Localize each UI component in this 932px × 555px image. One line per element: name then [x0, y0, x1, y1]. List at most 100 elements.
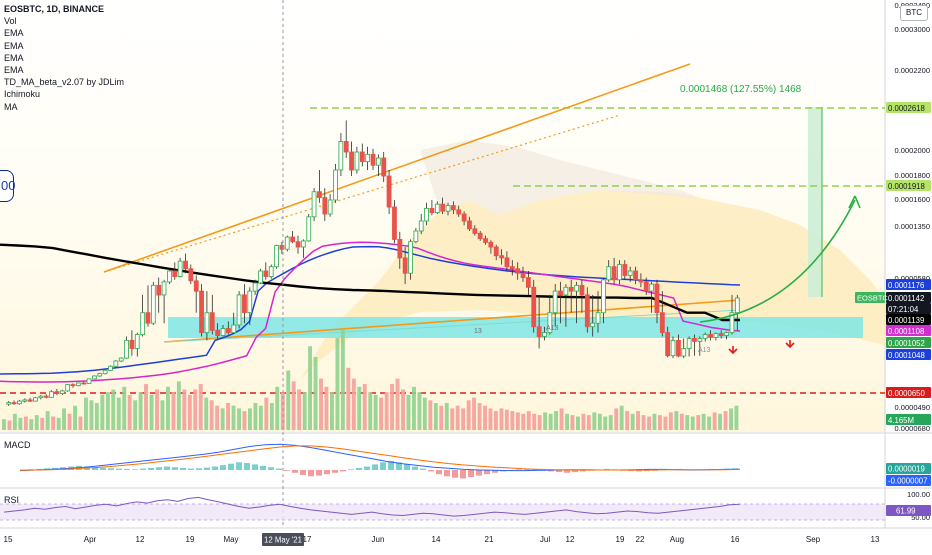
legend-ema-4[interactable]: EMA	[4, 65, 24, 76]
candle-95	[515, 262, 521, 280]
x-tick-label-16: 13	[871, 535, 880, 544]
candle-91	[493, 244, 499, 261]
candle-body-73	[397, 238, 403, 259]
macd-hist-bar-48	[404, 464, 410, 470]
macd-hist-bar-26	[228, 463, 234, 470]
candle-111	[601, 277, 606, 324]
legend-ema-3[interactable]: EMA	[4, 52, 24, 63]
volume-bar-124	[679, 413, 684, 430]
candle-60	[327, 194, 333, 217]
candle-107	[579, 279, 585, 313]
volume-bar-85	[466, 400, 471, 430]
candle-80	[434, 201, 440, 214]
price-tag-6: 0.0001108	[886, 325, 931, 336]
volume-bar-71	[390, 384, 394, 430]
candle-body-74	[402, 257, 408, 274]
candle-122	[659, 291, 665, 337]
macd-hist-bar-43	[364, 466, 370, 470]
volume-bar-8	[45, 411, 50, 430]
volume-bar-12	[67, 413, 72, 430]
candle-96	[520, 266, 526, 282]
price-tag-bg-9	[886, 387, 931, 398]
candle-0	[6, 401, 12, 406]
price-tag-text-1: 0.0001918	[888, 182, 925, 191]
candle-83	[450, 201, 456, 214]
x-tick-label-6: Jun	[372, 535, 385, 544]
macd-hist-bar-14	[132, 469, 138, 471]
macd-hist-bar-41	[348, 469, 354, 471]
candle-30	[167, 268, 172, 285]
candle-body-104	[563, 286, 569, 296]
candle-98	[531, 279, 537, 333]
candle-body-26	[145, 312, 151, 324]
candle-body-9	[54, 391, 60, 394]
volume-bar-59	[324, 386, 329, 430]
candle-body-131	[708, 334, 713, 338]
candle-body-90	[488, 241, 494, 248]
candle-26	[145, 285, 151, 327]
candle-57	[311, 188, 317, 221]
macd-hist-bar-40	[340, 470, 346, 472]
candle-6	[38, 395, 44, 400]
candle-body-34	[188, 268, 194, 282]
candle-100	[542, 326, 547, 341]
ema-blue-line	[0, 245, 741, 375]
volume-bar-45	[248, 408, 252, 430]
ma-black-line	[0, 243, 740, 322]
candle-body-87	[472, 228, 478, 234]
y-axis-label-8: 0.0000490	[895, 403, 930, 412]
volume-bar-53	[291, 381, 296, 430]
candle-body-123	[665, 332, 671, 357]
candle-body-109	[590, 322, 596, 328]
candle-125	[676, 334, 681, 358]
candle-body-88	[477, 232, 483, 240]
candle-body-4	[27, 399, 33, 402]
price-tag-bg-3	[886, 292, 931, 303]
volume-bar-111	[608, 415, 613, 430]
candle-24	[134, 332, 140, 357]
volume-bar-72	[395, 378, 400, 430]
volume-bar-92	[504, 409, 509, 430]
volume-bar-108	[592, 412, 597, 430]
y-axis-label-3: 0.0002000	[895, 146, 930, 155]
triangle-label-3: A13	[698, 347, 711, 354]
legend-vol[interactable]: Vol	[4, 16, 17, 27]
volume-bar-76	[417, 392, 422, 430]
macd-signal-line	[19, 445, 741, 471]
candle-15	[86, 378, 92, 384]
volume-bar-23	[127, 394, 132, 430]
candle-body-36	[199, 290, 204, 334]
rsi-line	[3, 496, 741, 517]
candle-body-22	[124, 339, 129, 359]
macd-tag-1-bg	[886, 463, 931, 474]
forecast-arrow	[699, 199, 856, 323]
currency-badge[interactable]: BTC	[900, 5, 928, 21]
candle-37	[204, 291, 210, 341]
candle-105	[568, 279, 574, 313]
candle-71	[386, 170, 392, 214]
legend-ichimoku[interactable]: Ichimoku	[4, 89, 41, 100]
candle-28	[156, 277, 162, 313]
rsi-label[interactable]: RSI	[4, 495, 20, 505]
candle-body-59	[322, 197, 328, 215]
price-tag-text-7: 0.0001052	[888, 339, 925, 348]
volume-bar-52	[286, 370, 291, 430]
candle-body-82	[445, 205, 451, 212]
candle-body-114	[617, 264, 622, 281]
candle-body-100	[542, 332, 547, 337]
candle-3	[22, 398, 28, 403]
candle-110	[595, 291, 601, 333]
legend-td-ma[interactable]: TD_MA_beta_v2.07 by JDLim	[4, 77, 125, 88]
legend-ma[interactable]: MA	[4, 101, 18, 112]
symbol-title[interactable]: EOSBTC, 1D, BINANCE	[4, 4, 105, 14]
macd-hist-bar-10	[100, 467, 106, 470]
macd-tag-1: 0.0000019	[886, 463, 931, 474]
legend-ema-1[interactable]: EMA	[4, 28, 24, 39]
candle-2	[17, 399, 22, 405]
macd-label[interactable]: MACD	[4, 440, 31, 450]
candle-body-33	[183, 260, 188, 270]
candle-body-124	[670, 339, 676, 357]
candle-106	[574, 281, 580, 324]
legend-ema-2[interactable]: EMA	[4, 40, 24, 51]
